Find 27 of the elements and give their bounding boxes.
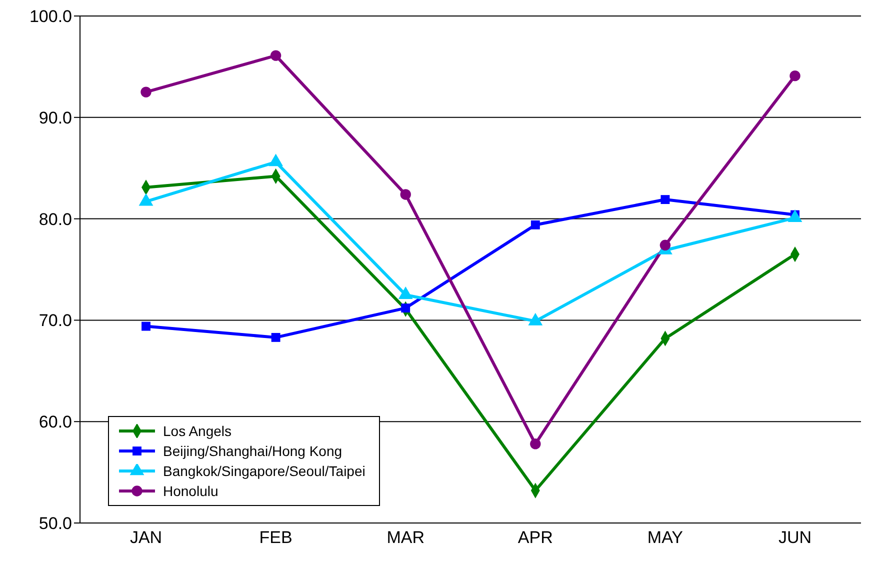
y-tick-label: 80.0	[38, 210, 72, 229]
point	[530, 438, 541, 450]
legend-label: Los Angels	[163, 422, 232, 441]
point	[271, 332, 280, 342]
legend-label: Bangkok/Singapore/Seoul/Taipei	[163, 462, 366, 481]
x-tick-label: FEB	[259, 528, 292, 548]
y-tick-label: 50.0	[38, 514, 72, 534]
x-tick-label: JUN	[778, 528, 812, 548]
x-tick-label: JAN	[130, 528, 162, 548]
legend-label: Honolulu	[163, 482, 218, 501]
x-tick-label: APR	[518, 528, 553, 548]
y-tick-label: 90.0	[38, 108, 72, 128]
point	[400, 189, 411, 200]
point	[142, 322, 150, 331]
y-tick-label: 100.0	[29, 7, 72, 26]
point	[660, 240, 671, 251]
point	[530, 220, 540, 230]
point	[790, 70, 800, 82]
y-tick-label: 70.0	[38, 311, 72, 330]
point	[401, 304, 410, 313]
point	[660, 195, 670, 204]
point	[140, 86, 152, 98]
point	[270, 50, 282, 61]
x-tick-label: MAY	[647, 528, 683, 548]
x-tick-label: MAR	[386, 528, 424, 548]
y-tick-label: 60.0	[38, 412, 72, 432]
legend-label: Beijing/Shanghai/Hong Kong	[163, 442, 342, 461]
